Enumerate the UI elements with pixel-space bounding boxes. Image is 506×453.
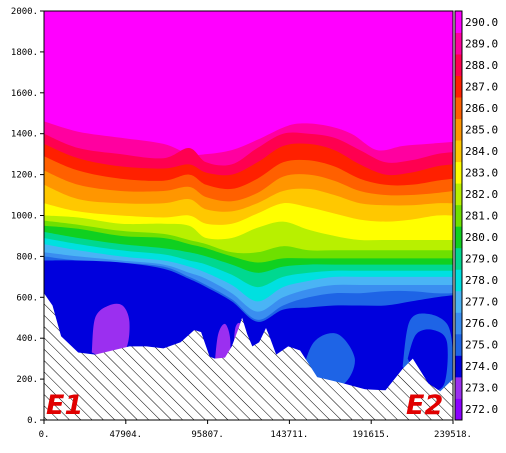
colorbar-swatch (455, 376, 462, 399)
y-tick-label: 1600. (11, 89, 38, 99)
colorbar-label: 273.0 (465, 382, 498, 395)
x-tick-label: 191615. (352, 430, 390, 440)
x-tick-label: 143711. (270, 430, 308, 440)
x-tick-label: 0. (39, 430, 50, 440)
colorbar-label: 276.0 (465, 317, 498, 330)
colorbar-label: 286.0 (465, 102, 498, 115)
colorbar-swatch (455, 11, 462, 33)
colorbar-label: 289.0 (465, 37, 498, 50)
colorbar-swatch (455, 269, 462, 292)
colorbar-swatch (455, 161, 462, 184)
colorbar-swatch (455, 97, 462, 120)
colorbar-swatch (455, 118, 462, 141)
colorbar-swatch (455, 290, 462, 313)
x-tick-label: 95807. (191, 430, 224, 440)
colorbar-label: 281.0 (465, 210, 498, 223)
colorbar-label: 277.0 (465, 296, 498, 309)
colorbar-label: 283.0 (465, 166, 498, 179)
colorbar-swatch (455, 247, 462, 270)
colorbar-label: 288.0 (465, 59, 498, 72)
colorbar-label: 275.0 (465, 339, 498, 352)
colorbar-swatch (455, 140, 462, 163)
y-tick-label: 600. (16, 293, 38, 303)
x-tick-label: 47904. (110, 430, 143, 440)
y-tick-label: 800. (16, 252, 38, 262)
y-tick-label: 0. (27, 416, 38, 426)
y-tick-label: 1000. (11, 212, 38, 222)
cold-pocket-2 (214, 323, 231, 364)
colorbar-label: 284.0 (465, 145, 498, 158)
colorbar-label: 279.0 (465, 253, 498, 266)
colorbar-label: 290.0 (465, 16, 498, 29)
x-axis: 0. 47904. 95807. 143711. 191615. 239518. (39, 420, 472, 440)
terrain-hatched (44, 293, 453, 420)
colorbar-swatch (455, 226, 462, 249)
colorbar-swatch (455, 183, 462, 206)
colorbar-swatch (455, 204, 462, 227)
x-tick-label: 239518. (434, 430, 472, 440)
colorbar-label: 282.0 (465, 188, 498, 201)
y-tick-label: 1400. (11, 130, 38, 140)
colorbar-label: 274.0 (465, 360, 498, 373)
cold-pocket-blobs (91, 303, 453, 392)
colorbar-swatch (455, 32, 462, 55)
y-tick-label: 1800. (11, 48, 38, 58)
cold-pocket-1 (91, 303, 130, 359)
y-tick-label: 400. (16, 334, 38, 344)
colorbar-label: 280.0 (465, 231, 498, 244)
end-label-e2: E2 (406, 390, 443, 421)
colorbar-swatch (455, 312, 462, 335)
colorbar-swatch (455, 333, 462, 356)
end-label-e1: E1 (46, 390, 83, 421)
colorbar-swatch (455, 398, 462, 421)
colorbar-label: 272.0 (465, 403, 498, 416)
colorbar-swatch (455, 355, 462, 378)
terrain-area (44, 293, 453, 420)
y-axis: 0. 200. 400. 600. 800. 1000. 1200. 1400. 1600. 18… (11, 7, 44, 426)
colorbar-swatch (455, 54, 462, 76)
y-tick-label: 1200. (11, 171, 38, 181)
colorbar-label: 287.0 (465, 80, 498, 93)
y-tick-label: 2000. (11, 7, 38, 17)
colorbar-swatch (455, 75, 462, 98)
colorbar-label: 285.0 (465, 123, 498, 136)
y-tick-label: 200. (16, 375, 38, 385)
colorbar-label: 278.0 (465, 274, 498, 287)
colorbar-legend: 272.0 273.0 274.0 275.0 276.0 277.0 278.0 279.0… (454, 10, 498, 421)
colorbar-frame (454, 10, 463, 421)
